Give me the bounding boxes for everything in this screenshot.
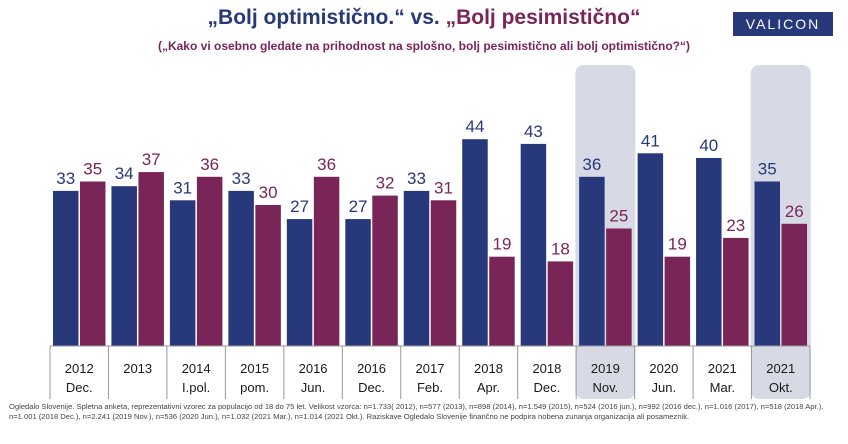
data-label-pessimistic: 32 <box>376 174 395 193</box>
bar-pessimistic <box>255 205 281 346</box>
x-tick-label-year: 2017 <box>416 361 445 376</box>
x-tick-label-year: 2016 <box>299 361 328 376</box>
data-label-pessimistic: 18 <box>551 239 570 258</box>
x-tick-label-period: Jun. <box>652 380 677 395</box>
bar-optimistic <box>403 190 430 346</box>
chart-title: „Bolj optimistično.“ vs. „Bolj pesimisti… <box>0 6 848 30</box>
bar-pessimistic <box>664 256 691 346</box>
data-label-optimistic: 31 <box>173 178 192 197</box>
x-tick-label-year: 2015 <box>240 361 269 376</box>
data-label-optimistic: 35 <box>758 160 777 179</box>
x-tick-label-year: 2014 <box>182 361 211 376</box>
valicon-logo: VALICON <box>733 12 833 36</box>
data-label-pessimistic: 36 <box>200 155 219 174</box>
bar-optimistic <box>345 219 371 346</box>
bar-optimistic <box>579 176 605 346</box>
bar-pessimistic <box>138 172 164 346</box>
data-label-pessimistic: 19 <box>493 235 512 254</box>
bar-pessimistic <box>489 256 515 346</box>
data-label-pessimistic: 37 <box>142 150 161 169</box>
x-tick-label-period: Apr. <box>477 380 500 395</box>
data-label-optimistic: 40 <box>699 136 718 155</box>
data-label-pessimistic: 30 <box>259 183 278 202</box>
bar-pessimistic <box>313 176 340 346</box>
x-tick-label-period: Dec. <box>358 380 385 395</box>
x-tick-label-period: Okt. <box>769 380 793 395</box>
bar-pessimistic <box>723 237 749 346</box>
data-label-pessimistic: 23 <box>726 216 745 235</box>
x-tick-label-year: 2013 <box>123 361 152 376</box>
bar-optimistic <box>169 200 196 346</box>
bar-optimistic <box>696 158 722 346</box>
data-label-optimistic: 27 <box>349 197 368 216</box>
bar-pessimistic <box>79 181 106 346</box>
x-tick-label-period: Jun. <box>301 380 326 395</box>
bar-pessimistic <box>372 195 398 346</box>
data-label-optimistic: 43 <box>524 122 543 141</box>
bar-optimistic <box>228 190 254 346</box>
data-label-optimistic: 27 <box>290 197 309 216</box>
bar-optimistic <box>52 190 79 346</box>
data-label-optimistic: 34 <box>115 164 134 183</box>
x-tick-label-period: Mar. <box>710 380 735 395</box>
x-tick-label-year: 2021 <box>708 361 737 376</box>
x-tick-label-period: Dec. <box>66 380 93 395</box>
data-label-optimistic: 44 <box>466 117 485 136</box>
bar-pessimistic <box>781 223 808 346</box>
data-label-optimistic: 36 <box>582 155 601 174</box>
bar-pessimistic <box>606 228 632 346</box>
title-vs: vs. <box>404 6 446 29</box>
data-label-optimistic: 33 <box>232 169 251 188</box>
x-tick-label-year: 2020 <box>649 361 678 376</box>
chart-subtitle: („Kako vi osebno gledate na prihodnost n… <box>157 39 691 53</box>
data-label-pessimistic: 19 <box>668 235 687 254</box>
data-label-optimistic: 41 <box>641 131 660 150</box>
x-tick-label-period: Dec. <box>534 380 561 395</box>
bar-optimistic <box>754 181 781 346</box>
title-pessimistic: „Bolj pesimistično“ <box>445 6 641 29</box>
x-tick-label-period: Feb. <box>417 380 443 395</box>
x-tick-label-year: 2019 <box>591 361 620 376</box>
bar-pessimistic <box>430 200 457 346</box>
x-tick-label-period: pom. <box>240 380 269 395</box>
data-label-optimistic: 33 <box>56 169 75 188</box>
bar-optimistic <box>520 143 547 346</box>
x-tick-label-year: 2016 <box>357 361 386 376</box>
data-label-pessimistic: 31 <box>434 178 453 197</box>
data-label-pessimistic: 25 <box>609 207 628 226</box>
bar-pessimistic <box>547 261 574 346</box>
data-label-pessimistic: 26 <box>785 202 804 221</box>
x-tick-label-year: 2012 <box>65 361 94 376</box>
x-tick-label-year: 2018 <box>532 361 561 376</box>
bar-optimistic <box>637 153 664 346</box>
title-optimistic: „Bolj optimistično.“ <box>207 6 405 29</box>
data-label-pessimistic: 36 <box>317 155 336 174</box>
bar-optimistic <box>111 186 137 346</box>
bar-pessimistic <box>196 176 223 346</box>
footnote: Ogledalo Slovenije. Spletna anketa, repr… <box>9 402 824 421</box>
x-tick-label-period: I.pol. <box>182 380 210 395</box>
x-tick-label-period: Nov. <box>593 380 619 395</box>
bar-optimistic <box>462 139 488 346</box>
data-label-pessimistic: 35 <box>83 160 102 179</box>
data-label-optimistic: 33 <box>407 169 426 188</box>
bar-optimistic <box>286 219 313 346</box>
x-tick-label-year: 2018 <box>474 361 503 376</box>
x-tick-label-year: 2021 <box>766 361 795 376</box>
